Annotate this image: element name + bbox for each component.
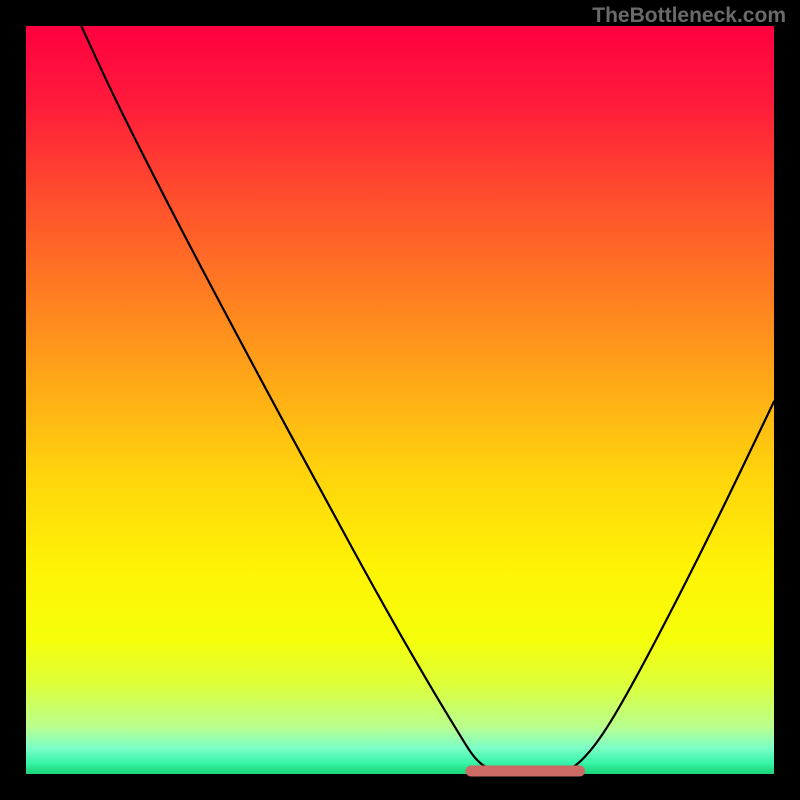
bottleneck-chart: [0, 0, 800, 800]
figure-root: TheBottleneck.com: [0, 0, 800, 800]
gradient-background: [26, 26, 774, 774]
watermark-text: TheBottleneck.com: [592, 4, 786, 28]
